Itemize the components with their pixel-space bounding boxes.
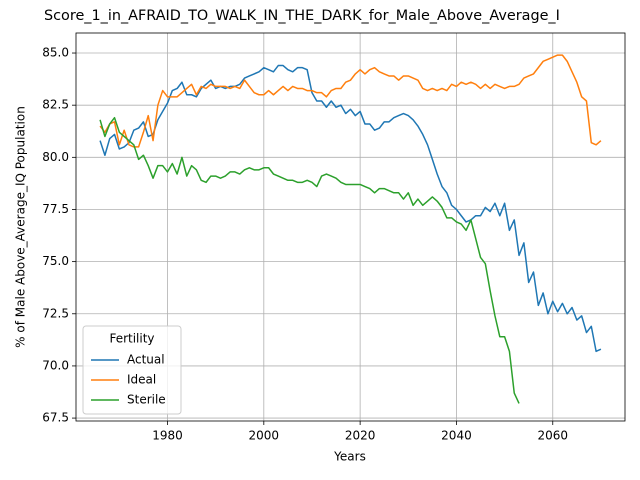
x-tick-label: 2060 — [537, 429, 568, 443]
y-tick-label: 72.5 — [42, 306, 69, 320]
chart-title: Score_1_in_AFRAID_TO_WALK_IN_THE_DARK_fo… — [44, 8, 560, 24]
series-line — [99, 64, 602, 353]
x-tick-label: 2040 — [441, 429, 472, 443]
y-tick-label: 85.0 — [42, 46, 69, 60]
x-tick-label: 2020 — [345, 429, 376, 443]
series-line — [99, 54, 602, 148]
x-tick-label: 2000 — [249, 429, 280, 443]
legend-box — [82, 325, 182, 415]
legend-label: Actual — [127, 353, 165, 367]
axes-frame — [75, 32, 626, 422]
y-tick-label: 82.5 — [42, 98, 69, 112]
y-tick-label: 67.5 — [42, 411, 69, 425]
legend-label: Sterile — [127, 393, 166, 407]
x-axis-label: Years — [333, 450, 366, 464]
series-line — [99, 116, 520, 404]
y-tick-label: 77.5 — [42, 202, 69, 216]
legend-label: Ideal — [127, 373, 156, 387]
y-tick-label: 75.0 — [42, 254, 69, 268]
legend-title: Fertility — [109, 332, 154, 346]
y-tick-label: 80.0 — [42, 150, 69, 164]
y-axis-label: % of Male Above_Average_IQ Population — [14, 106, 28, 348]
x-tick-label: 1980 — [152, 429, 183, 443]
y-tick-label: 70.0 — [42, 358, 69, 372]
